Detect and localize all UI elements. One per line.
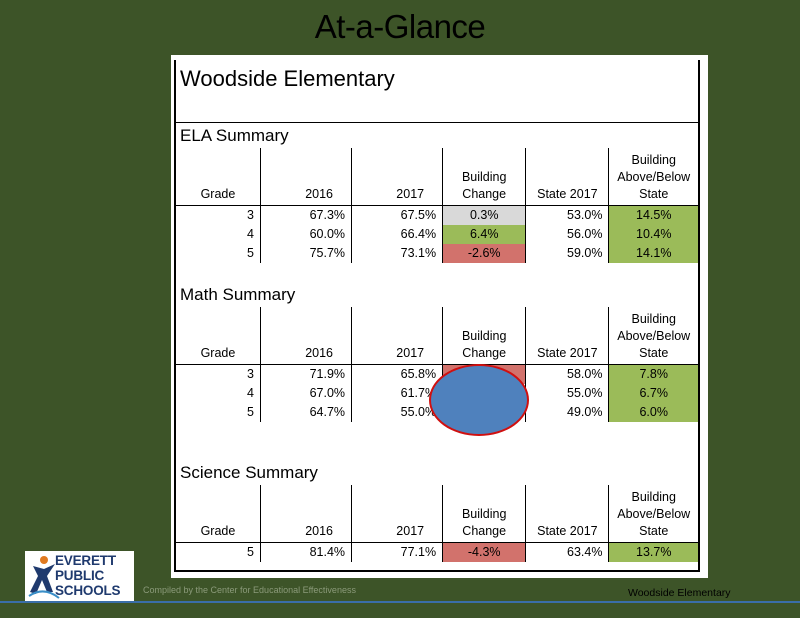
footer-school: Woodside Elementary xyxy=(628,587,731,599)
science-table: Grade 2016 2017 Building Change State 20… xyxy=(176,485,698,562)
table-row: 5 75.7% 73.1% -2.6% 59.0% 14.1% xyxy=(176,244,698,263)
cell-2017: 77.1% xyxy=(351,542,443,562)
col-above-below: Building Above/Below State xyxy=(608,148,698,206)
col-above-below: Building Above/Below State xyxy=(608,307,698,365)
logo-line2: PUBLIC xyxy=(55,568,105,583)
cell-above-below: 14.5% xyxy=(608,205,698,225)
cell-2016: 71.9% xyxy=(259,364,352,384)
col-2016: 2016 xyxy=(259,148,352,206)
cell-state: 59.0% xyxy=(525,244,609,263)
blue-ellipse-overlay xyxy=(429,364,529,436)
cell-2017: 65.8% xyxy=(351,364,443,384)
cell-change: -2.6% xyxy=(442,244,526,263)
cell-above-below: 6.7% xyxy=(608,384,698,403)
cell-grade: 4 xyxy=(246,386,254,400)
cell-grade: 5 xyxy=(246,545,254,559)
ela-title: ELA Summary xyxy=(180,126,289,145)
col-change: Building Change xyxy=(442,307,526,365)
col-above-below: Building Above/Below State xyxy=(608,485,698,543)
cell-2016: 81.4% xyxy=(259,542,352,562)
cell-change: -4.3% xyxy=(442,542,526,562)
cell-state: 53.0% xyxy=(525,205,609,225)
logo-line1: EVERETT xyxy=(55,553,116,568)
footer-divider xyxy=(0,601,800,603)
cell-2016: 67.0% xyxy=(259,384,352,403)
cell-above-below: 14.1% xyxy=(608,244,698,263)
cell-state: 58.0% xyxy=(525,364,609,384)
table-row: 3 67.3% 67.5% 0.3% 53.0% 14.5% xyxy=(176,205,698,225)
col-2017: 2017 xyxy=(351,148,443,206)
col-state: State 2017 xyxy=(525,485,609,543)
cell-state: 56.0% xyxy=(525,225,609,244)
cell-2017: 55.0% xyxy=(351,403,443,422)
logo: EVERETT PUBLIC SCHOOLS xyxy=(25,551,134,603)
table-row: 4 67.0% 61.7% 55.0% 6.7% xyxy=(176,384,698,403)
cell-2016: 64.7% xyxy=(259,403,352,422)
cell-state: 63.4% xyxy=(525,542,609,562)
cell-grade: 3 xyxy=(246,367,254,381)
cell-change: 0.3% xyxy=(442,205,526,225)
ela-table: Grade 2016 2017 Building Change State 20… xyxy=(176,148,698,263)
col-2016: 2016 xyxy=(259,485,352,543)
cell-above-below: 10.4% xyxy=(608,225,698,244)
cell-above-below: 7.8% xyxy=(608,364,698,384)
sheet-border: Woodside Elementary ELA Summary Grade 20… xyxy=(174,60,700,572)
slide-title: At-a-Glance xyxy=(314,8,486,45)
col-grade: Grade xyxy=(176,485,261,543)
col-change: Building Change xyxy=(442,485,526,543)
cell-grade: 4 xyxy=(246,227,254,241)
col-2016: 2016 xyxy=(259,307,352,365)
logo-line3: SCHOOLS xyxy=(55,583,121,598)
name-divider xyxy=(176,122,698,123)
col-state: State 2017 xyxy=(525,148,609,206)
cell-2017: 67.5% xyxy=(351,205,443,225)
science-title: Science Summary xyxy=(180,463,318,482)
cell-state: 49.0% xyxy=(525,403,609,422)
cell-2017: 61.7% xyxy=(351,384,443,403)
cell-2017: 66.4% xyxy=(351,225,443,244)
cell-grade: 3 xyxy=(246,208,254,222)
col-change: Building Change xyxy=(442,148,526,206)
col-2017: 2017 xyxy=(351,307,443,365)
footer-note: Compiled by the Center for Educational E… xyxy=(143,585,356,595)
math-table: Grade 2016 2017 Building Change State 20… xyxy=(176,307,698,422)
cell-grade: 5 xyxy=(246,246,254,260)
cell-above-below: 6.0% xyxy=(608,403,698,422)
col-grade: Grade xyxy=(176,307,261,365)
col-2017: 2017 xyxy=(351,485,443,543)
cell-grade: 5 xyxy=(246,405,254,419)
table-row: 4 60.0% 66.4% 6.4% 56.0% 10.4% xyxy=(176,225,698,244)
student-figure-icon xyxy=(28,556,60,599)
summary-sheet: Woodside Elementary ELA Summary Grade 20… xyxy=(171,55,708,578)
cell-2016: 67.3% xyxy=(259,205,352,225)
cell-state: 55.0% xyxy=(525,384,609,403)
school-name: Woodside Elementary xyxy=(180,66,395,91)
col-grade: Grade xyxy=(176,148,261,206)
cell-above-below: 13.7% xyxy=(608,542,698,562)
cell-2016: 60.0% xyxy=(259,225,352,244)
table-row: 5 81.4% 77.1% -4.3% 63.4% 13.7% xyxy=(176,542,698,562)
cell-change: 6.4% xyxy=(442,225,526,244)
math-title: Math Summary xyxy=(180,285,296,304)
cell-2016: 75.7% xyxy=(259,244,352,263)
cell-2017: 73.1% xyxy=(351,244,443,263)
col-state: State 2017 xyxy=(525,307,609,365)
